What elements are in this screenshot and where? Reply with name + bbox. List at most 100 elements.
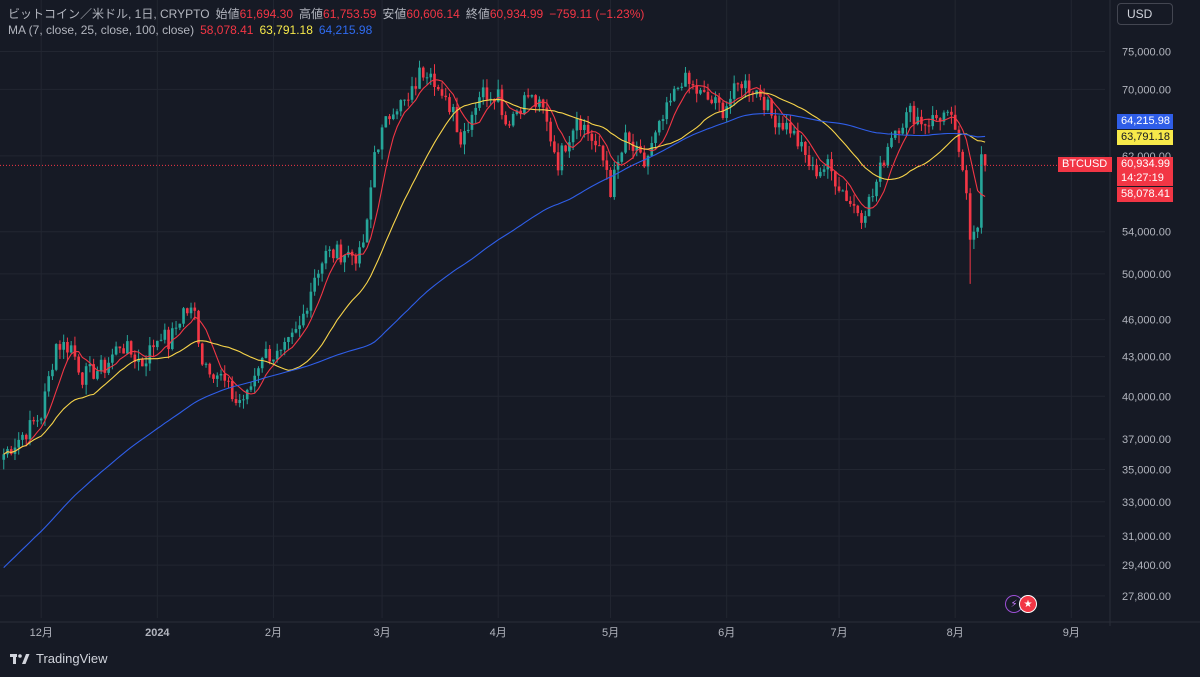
currency-button[interactable]: USD (1117, 3, 1173, 25)
candle-body (290, 332, 294, 338)
x-tick-label: 4月 (490, 627, 507, 639)
candle-body (429, 73, 433, 78)
candle-body (504, 115, 507, 125)
candle-body (433, 73, 436, 88)
candle-body (200, 343, 204, 365)
ma-legend-row[interactable]: MA (7, close, 25, close, 100, close) 58,… (8, 22, 644, 38)
x-tick-label: 9月 (1063, 627, 1080, 639)
candle-body (219, 373, 223, 376)
candle-body (612, 169, 616, 198)
candle-body (32, 420, 36, 422)
candle-body (227, 380, 230, 382)
candle-body (380, 127, 384, 150)
candle-body (313, 277, 316, 292)
low-label: 安値 (382, 7, 407, 21)
chart-legend: ビットコイン／米ドル, 1日, CRYPTO 始値61,694.30 高値61,… (8, 6, 644, 38)
x-tick-label: 6月 (718, 627, 735, 639)
candle-body (804, 141, 807, 155)
y-tick-label: 75,000.00 (1122, 47, 1171, 59)
candle-body (81, 372, 84, 385)
candle-body (496, 89, 500, 102)
candle-body (197, 310, 200, 344)
candle-body (328, 249, 331, 251)
candle-body (182, 308, 185, 324)
candle-body (965, 170, 968, 194)
candle-body (848, 200, 852, 204)
candle-body (586, 124, 590, 134)
candle-body (845, 190, 848, 201)
candle-body (890, 137, 893, 147)
candle-body (515, 110, 519, 114)
candle-body (822, 169, 826, 172)
ma25-price-badge: 63,791.18 (1117, 130, 1173, 145)
tradingview-branding[interactable]: TradingView (10, 651, 108, 666)
candle-body (332, 249, 335, 259)
candle-body (635, 146, 639, 151)
candle-body (770, 99, 773, 116)
candle-body (354, 255, 358, 264)
candle-body (425, 77, 429, 79)
candle-body (781, 122, 785, 130)
candle-body (541, 99, 545, 108)
candle-body (88, 364, 92, 367)
x-tick-label: 7月 (830, 627, 847, 639)
y-tick-label: 50,000.00 (1122, 269, 1171, 281)
candle-body (451, 106, 455, 113)
candle-body (575, 118, 579, 131)
candle-body (871, 196, 875, 198)
candle-body (852, 203, 856, 206)
candle-body (714, 97, 717, 104)
candle-body (609, 169, 612, 198)
candle-body (369, 187, 373, 220)
candle-body (474, 107, 478, 115)
y-tick-label: 54,000.00 (1122, 227, 1171, 239)
candle-body (47, 376, 51, 392)
candle-body (466, 129, 470, 132)
candle-body (620, 152, 624, 162)
open-label: 始値 (215, 7, 240, 21)
candle-body (669, 100, 672, 103)
candle-body (264, 348, 268, 358)
y-tick-label: 33,000.00 (1122, 497, 1171, 509)
candle-body (481, 87, 485, 98)
y-tick-label: 46,000.00 (1122, 315, 1171, 327)
last-price-badge: 60,934.99 14:27:19 (1117, 157, 1173, 186)
candle-body (811, 164, 815, 167)
candle-body (470, 114, 474, 130)
candle-body (657, 121, 661, 133)
candle-body (721, 102, 725, 118)
candle-body (421, 67, 425, 78)
candle-body (114, 346, 118, 355)
us-flag-icon[interactable]: ★ (1019, 595, 1037, 613)
candle-body (500, 89, 504, 116)
candle-body (77, 356, 80, 373)
time-axis[interactable]: 12月 2024 2月 3月 4月 5月 6月 7月 8月 9月 (0, 621, 1200, 639)
candle-body (444, 95, 448, 98)
candle-body (245, 389, 249, 400)
candle-body (185, 308, 189, 314)
price-axis[interactable]: 75,000.0070,000.0062,000.0054,000.0050,0… (1109, 0, 1171, 626)
candle-body (103, 359, 107, 373)
candle-body (800, 141, 803, 147)
candle-body (234, 399, 238, 403)
candle-body (298, 325, 301, 330)
candle-body (365, 219, 369, 243)
candle-body (639, 146, 642, 153)
change-value: −759.11 (−1.23%) (549, 7, 645, 21)
ma-indicator-label[interactable]: MA (7, close, 25, close, 100, close) (8, 23, 195, 37)
candle-body (440, 89, 444, 96)
candle-body (819, 171, 822, 177)
candle-body (358, 247, 361, 264)
x-tick-label: 12月 (30, 627, 53, 639)
candle-body (553, 141, 556, 153)
symbol-title[interactable]: ビットコイン／米ドル, 1日, CRYPTO (8, 7, 210, 21)
candle-body (950, 111, 953, 115)
event-markers[interactable]: ⚡ ★ (1005, 595, 1037, 613)
candle-body (215, 375, 219, 379)
candle-body (702, 90, 706, 92)
x-tick-label: 8月 (947, 627, 964, 639)
candle-body (676, 87, 680, 89)
candle-body (208, 363, 212, 375)
candle-body (530, 95, 534, 97)
